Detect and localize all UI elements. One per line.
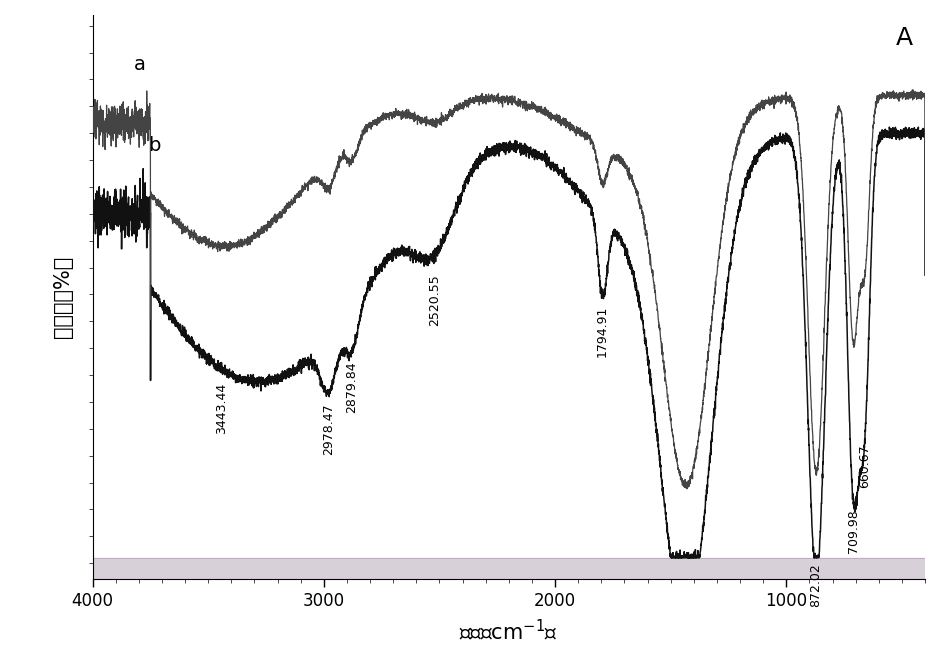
Text: b: b (149, 136, 161, 155)
Y-axis label: 透过率（%）: 透过率（%） (53, 256, 72, 338)
Text: 2879.84: 2879.84 (345, 362, 358, 413)
Text: 709.98: 709.98 (847, 509, 860, 554)
Text: 1794.91: 1794.91 (596, 306, 609, 357)
Text: 2978.47: 2978.47 (322, 403, 336, 455)
Bar (93, 558, 925, 579)
Text: 872.02: 872.02 (809, 563, 822, 607)
Text: a: a (134, 55, 146, 74)
Text: 2520.55: 2520.55 (429, 274, 441, 326)
Text: 3443.44: 3443.44 (214, 383, 227, 434)
X-axis label: 波数（cm$^{-1}$）: 波数（cm$^{-1}$） (460, 619, 558, 644)
Text: 660.67: 660.67 (858, 444, 871, 488)
Text: A: A (896, 26, 913, 50)
